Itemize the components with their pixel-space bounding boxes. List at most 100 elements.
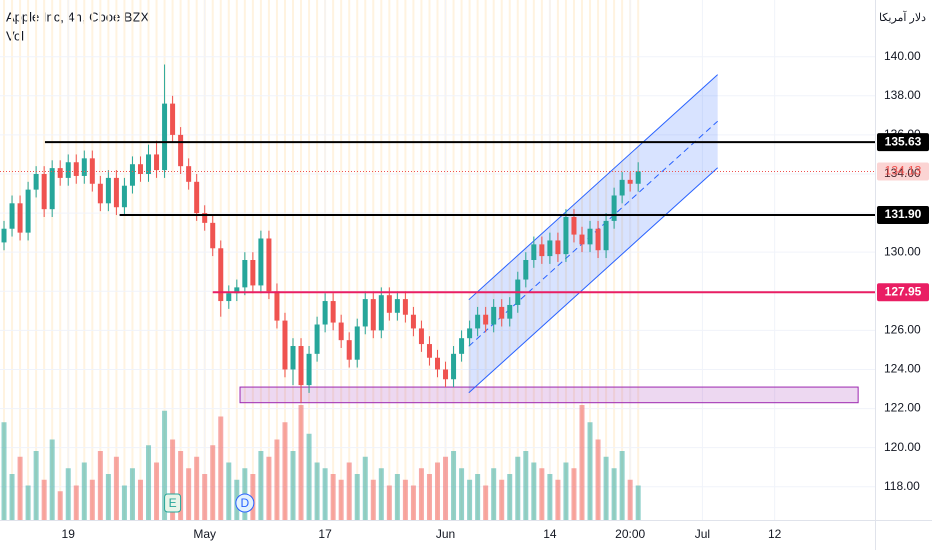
session-stripe — [139, 0, 142, 520]
x-tick-label: Jun — [436, 527, 455, 541]
y-tick-label: 138.00 — [884, 88, 921, 102]
x-tick-label: 14 — [543, 527, 557, 541]
candle-body — [218, 248, 224, 302]
session-stripe — [227, 0, 230, 520]
session-stripe — [516, 0, 519, 520]
candle-body — [587, 228, 593, 245]
session-stripe — [155, 0, 158, 520]
session-stripe — [412, 0, 415, 520]
session-stripe — [59, 0, 62, 520]
session-stripe — [580, 0, 583, 520]
session-stripe — [404, 0, 407, 520]
volume-bar — [202, 474, 208, 520]
volume-bar — [137, 479, 143, 520]
candle-body — [306, 353, 312, 386]
candle-body — [170, 103, 176, 135]
candle-body — [418, 328, 424, 345]
event-label: E — [169, 496, 177, 510]
candle-body — [57, 168, 63, 178]
volume-bar — [635, 485, 641, 520]
candle-body — [210, 222, 216, 249]
event-label: D — [241, 496, 250, 510]
session-stripe — [3, 0, 6, 520]
volume-bar — [571, 468, 577, 520]
volume-bar — [81, 462, 87, 520]
session-stripe — [131, 0, 134, 520]
volume-bar — [491, 468, 497, 520]
volume-bar — [105, 474, 111, 520]
volume-bar — [443, 456, 449, 520]
volume-bar — [210, 445, 216, 520]
volume-bar — [170, 439, 176, 520]
candle-body — [33, 173, 39, 190]
volume-bar — [459, 468, 465, 520]
session-stripe — [380, 0, 383, 520]
volume-bar — [290, 451, 296, 520]
candle-body — [426, 344, 432, 358]
candle-body — [619, 179, 625, 196]
candle-body — [282, 320, 288, 370]
volume-bar — [354, 474, 360, 520]
support-zone — [239, 386, 859, 404]
session-stripe — [613, 0, 616, 520]
volume-bar — [274, 439, 280, 520]
session-stripe — [428, 0, 431, 520]
candle-body — [467, 328, 473, 339]
y-tick-label: 120.00 — [884, 440, 921, 454]
volume-bar — [523, 451, 529, 520]
candle-body — [105, 177, 111, 204]
last-price-badge — [877, 162, 929, 181]
candle-body — [25, 189, 31, 233]
session-stripe — [396, 0, 399, 520]
session-stripe — [484, 0, 487, 520]
volume-bar — [507, 474, 513, 520]
y-tick-label: 118.00 — [884, 479, 920, 493]
candle-body — [129, 164, 135, 186]
session-stripe — [420, 0, 423, 520]
candle-body — [73, 162, 79, 176]
candle-body — [162, 103, 168, 171]
volume-bar — [346, 462, 352, 520]
volume-bar — [33, 451, 39, 520]
volume-bar — [579, 405, 585, 520]
volume-bar — [475, 474, 481, 520]
session-stripe — [508, 0, 511, 520]
candle-body — [547, 240, 553, 257]
volume-bar — [338, 479, 344, 520]
session-stripe — [388, 0, 391, 520]
volume-bar — [467, 479, 473, 520]
volume-bar — [49, 439, 55, 520]
y-tick-label: 122.00 — [884, 401, 921, 415]
volume-bar — [322, 468, 328, 520]
candle-body — [595, 228, 601, 251]
session-stripe — [83, 0, 86, 520]
session-stripe — [187, 0, 190, 520]
volume-bar — [627, 479, 633, 520]
volume-bar — [218, 416, 224, 520]
x-tick-label: 12 — [768, 527, 782, 541]
session-stripe — [637, 0, 640, 520]
chart-title: Apple Inc, 4h, Cboe BZX — [6, 9, 149, 24]
session-stripe — [75, 0, 78, 520]
session-stripe — [316, 0, 319, 520]
candle-body — [121, 185, 127, 208]
volume-bar — [362, 456, 368, 520]
candle-body — [250, 260, 256, 286]
candle-body — [386, 295, 392, 313]
candle-body — [154, 154, 160, 171]
candle-body — [579, 234, 585, 245]
candle-body — [322, 301, 328, 325]
volume-bar — [378, 468, 384, 520]
candle-body — [89, 158, 95, 184]
candle-body — [338, 322, 344, 341]
session-stripe — [332, 0, 335, 520]
session-stripe — [340, 0, 343, 520]
volume-bar — [619, 451, 625, 520]
volume-bar — [435, 462, 440, 520]
y-tick-label: 130.00 — [884, 244, 921, 258]
session-stripe — [292, 0, 295, 520]
candle-body — [378, 295, 384, 331]
volume-bar — [402, 479, 408, 520]
candle-body — [49, 168, 55, 210]
